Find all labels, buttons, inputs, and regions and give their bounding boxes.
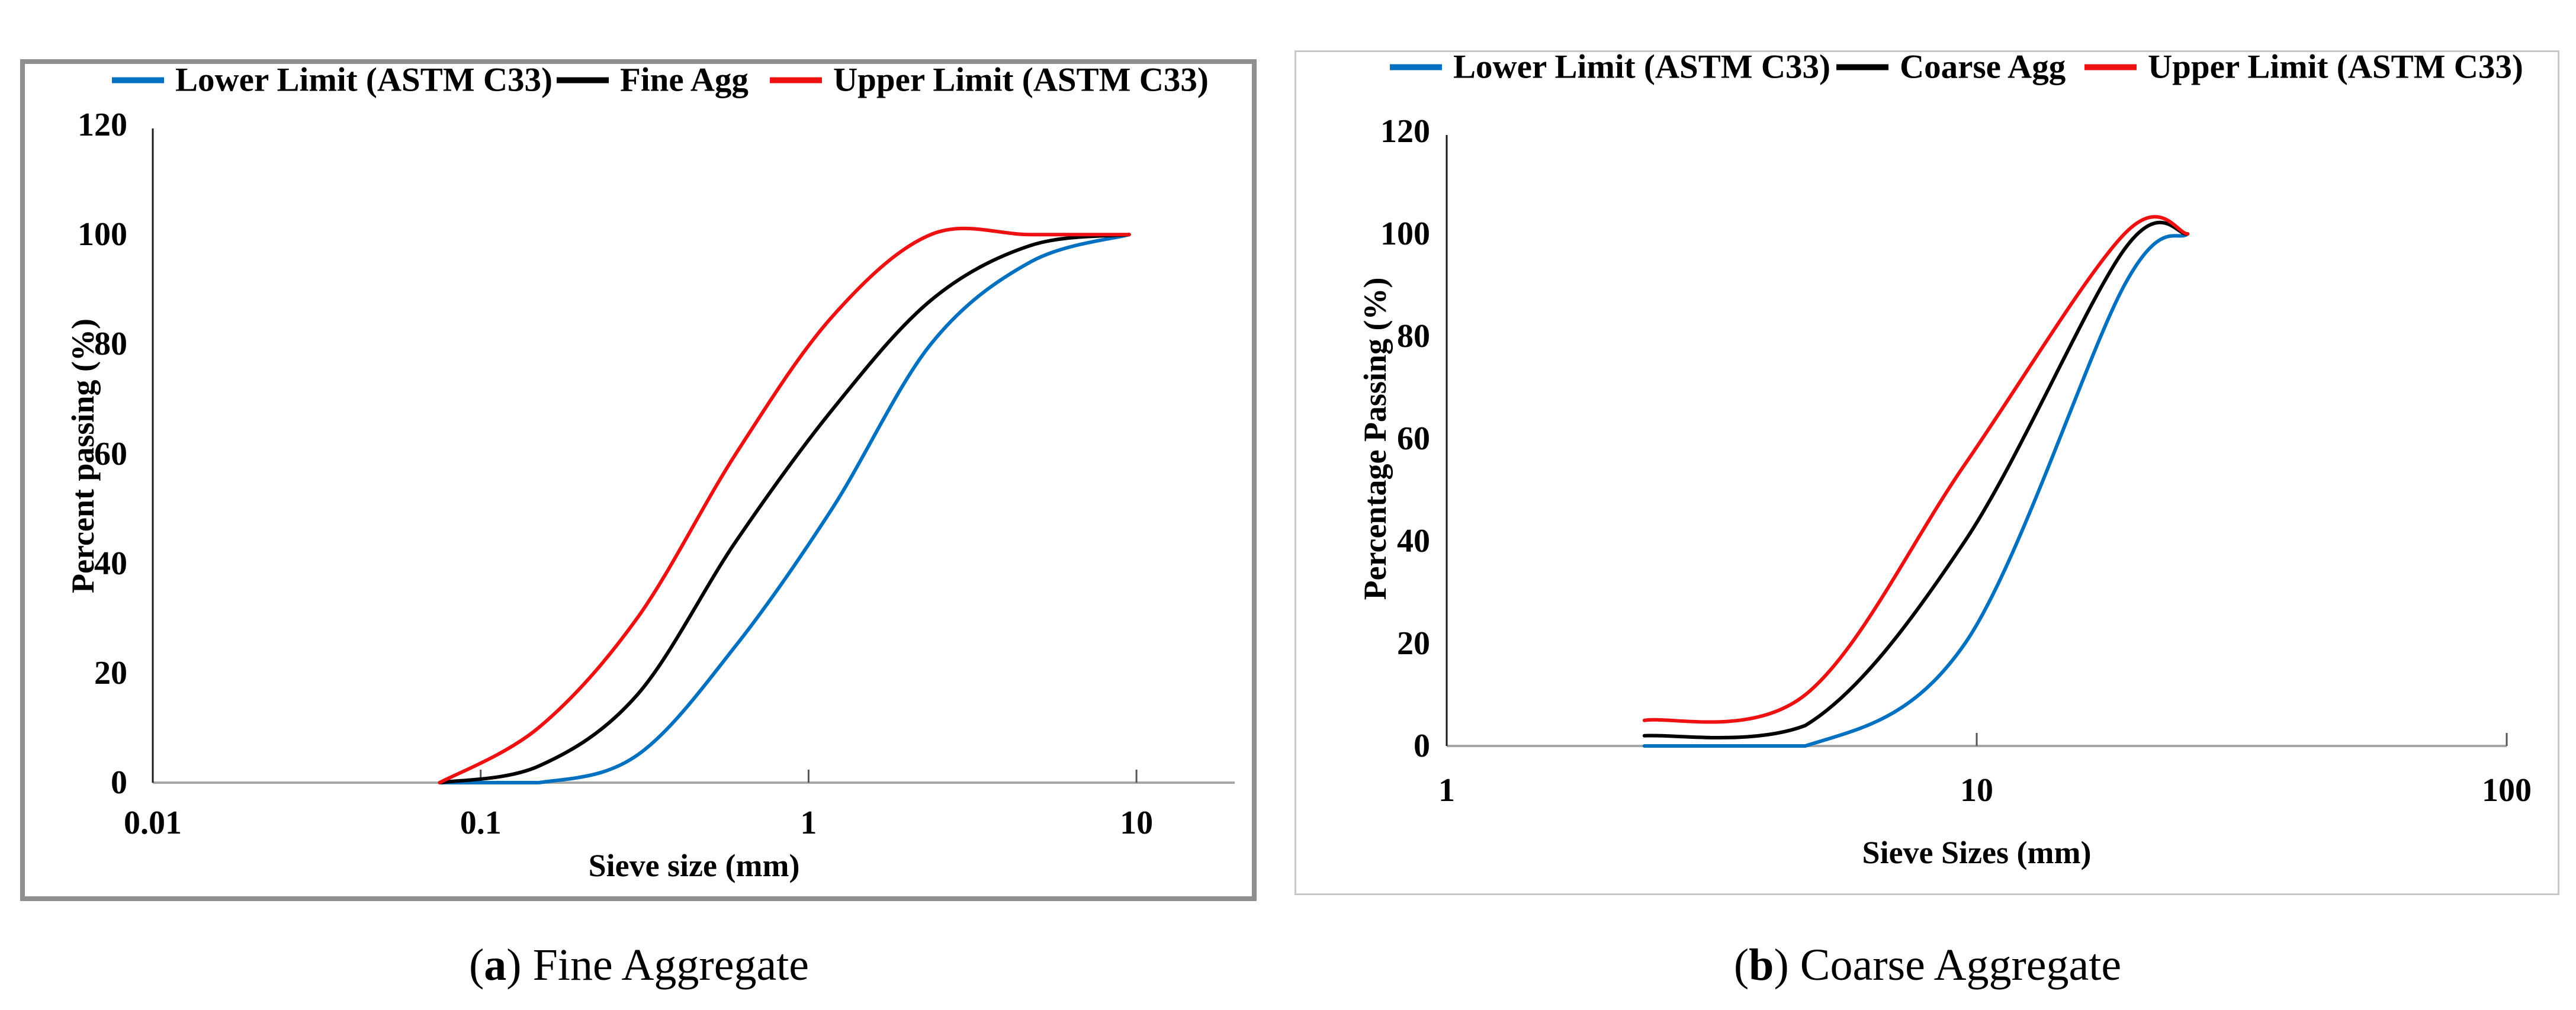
series-line-upper-limit-astm-c33- [1642, 215, 2190, 724]
caption-paren: ( [468, 940, 484, 990]
caption-text: ) Coarse Aggregate [1774, 940, 2122, 990]
chart-plot-0 [152, 128, 1235, 785]
panel-fine-aggregate [20, 59, 1257, 901]
caption-fine-aggregate: (a) Fine Aggregate [469, 943, 809, 988]
y-axis-title-fine: Percent passing (%) [65, 319, 101, 593]
series-line-coarse-agg [1642, 220, 2190, 739]
y-axis-title-coarse: Percentage Passing (%) [1357, 277, 1393, 600]
caption-text: ) Fine Aggregate [506, 940, 810, 990]
chart-plot-1 [1446, 135, 2508, 748]
series-line-lower-limit-astm-c33- [1642, 232, 2190, 748]
series-line-lower-limit-astm-c33- [438, 233, 1131, 785]
x-axis-title-coarse: Sieve Sizes (mm) [1862, 835, 2092, 870]
x-axis-title-fine: Sieve size (mm) [588, 848, 800, 883]
caption-letter: a [484, 940, 507, 990]
caption-letter: b [1749, 940, 1774, 990]
panel-coarse-aggregate [1295, 50, 2559, 895]
caption-paren: ( [1733, 940, 1749, 990]
series-line-fine-agg [438, 233, 1131, 784]
caption-coarse-aggregate: (b) Coarse Aggregate [1734, 943, 2121, 988]
series-line-upper-limit-astm-c33- [438, 226, 1131, 784]
